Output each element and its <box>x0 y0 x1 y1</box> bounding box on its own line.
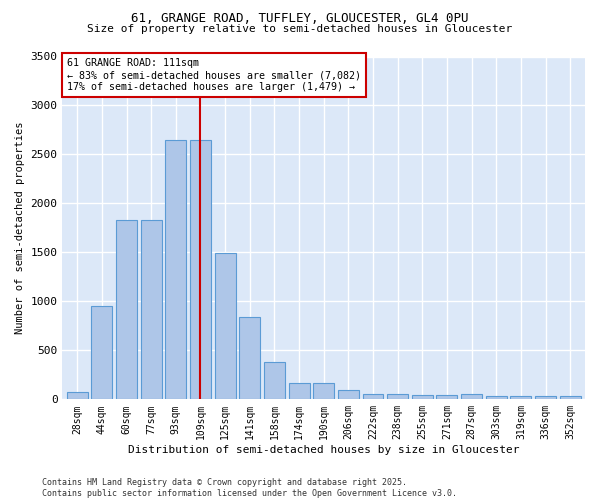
Bar <box>239 317 260 400</box>
Bar <box>190 140 211 400</box>
Bar <box>387 394 408 400</box>
Text: Contains HM Land Registry data © Crown copyright and database right 2025.
Contai: Contains HM Land Registry data © Crown c… <box>42 478 457 498</box>
Bar <box>338 390 359 400</box>
Bar <box>140 220 161 400</box>
Text: Size of property relative to semi-detached houses in Gloucester: Size of property relative to semi-detach… <box>88 24 512 34</box>
Bar <box>511 396 532 400</box>
Bar <box>313 382 334 400</box>
Bar <box>91 306 112 400</box>
Bar <box>289 382 310 400</box>
X-axis label: Distribution of semi-detached houses by size in Gloucester: Distribution of semi-detached houses by … <box>128 445 520 455</box>
Bar <box>412 395 433 400</box>
Bar <box>436 395 457 400</box>
Bar <box>461 394 482 400</box>
Bar <box>116 220 137 400</box>
Y-axis label: Number of semi-detached properties: Number of semi-detached properties <box>15 122 25 334</box>
Bar <box>362 394 383 400</box>
Bar <box>486 396 507 400</box>
Text: 61 GRANGE ROAD: 111sqm
← 83% of semi-detached houses are smaller (7,082)
17% of : 61 GRANGE ROAD: 111sqm ← 83% of semi-det… <box>67 58 361 92</box>
Bar <box>560 396 581 400</box>
Text: 61, GRANGE ROAD, TUFFLEY, GLOUCESTER, GL4 0PU: 61, GRANGE ROAD, TUFFLEY, GLOUCESTER, GL… <box>131 12 469 26</box>
Bar <box>535 396 556 400</box>
Bar <box>264 362 285 400</box>
Bar <box>166 140 186 400</box>
Bar <box>67 392 88 400</box>
Bar <box>215 254 236 400</box>
